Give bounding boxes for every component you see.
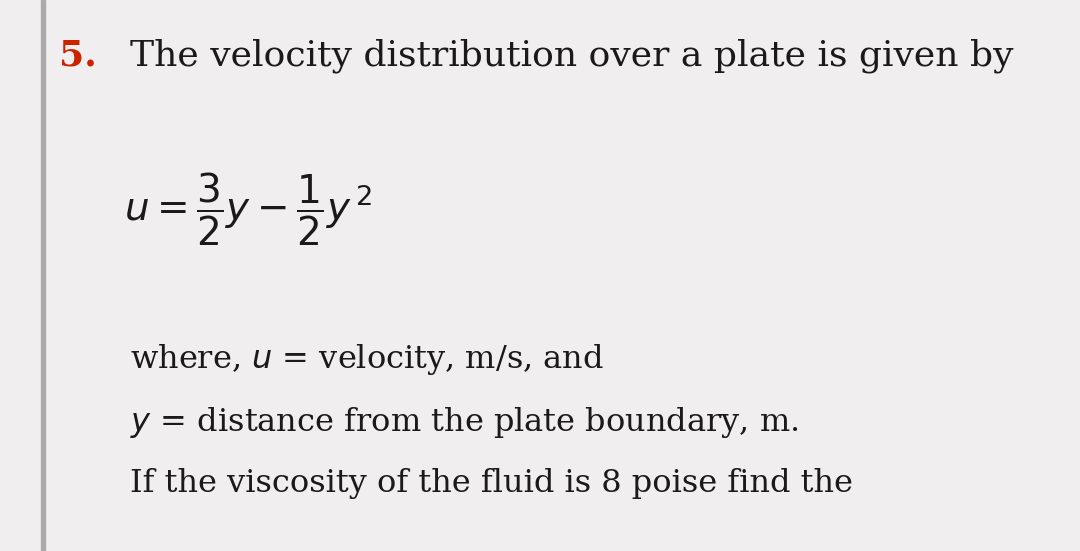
Text: The velocity distribution over a plate is given by: The velocity distribution over a plate i…: [130, 39, 1013, 73]
Text: If the viscosity of the fluid is 8 poise find the: If the viscosity of the fluid is 8 poise…: [130, 468, 852, 499]
Bar: [41, 0, 45, 551]
Text: where, $u$ = velocity, m/s, and: where, $u$ = velocity, m/s, and: [130, 342, 604, 377]
Text: $y$ = distance from the plate boundary, m.: $y$ = distance from the plate boundary, …: [130, 405, 798, 440]
Text: $u = \dfrac{3}{2}y - \dfrac{1}{2}y^{\,2}$: $u = \dfrac{3}{2}y - \dfrac{1}{2}y^{\,2}…: [124, 171, 373, 248]
Text: 5.: 5.: [59, 39, 97, 73]
